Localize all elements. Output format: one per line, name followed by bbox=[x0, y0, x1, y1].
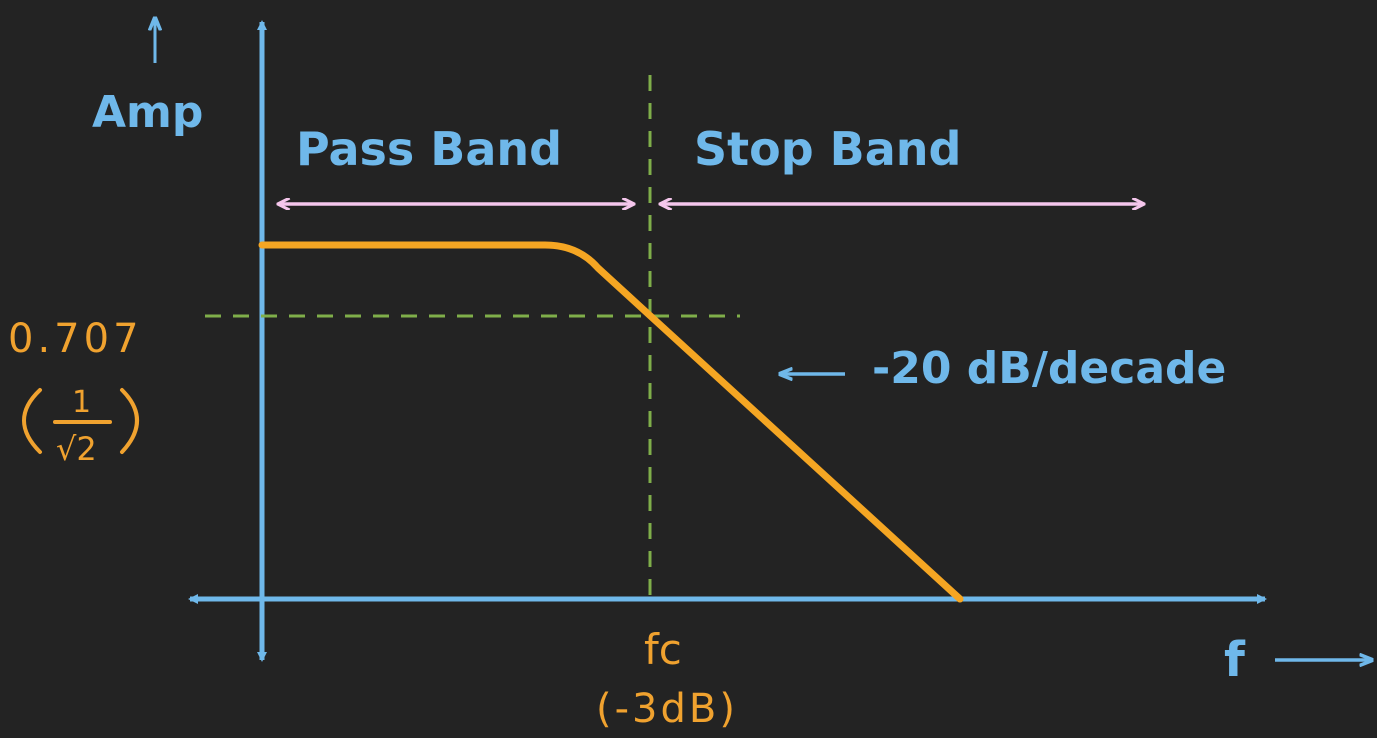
x-axis-label: f bbox=[1224, 632, 1246, 688]
right-paren bbox=[120, 388, 139, 454]
frequency-response-curve bbox=[258, 241, 964, 603]
cutoff-frequency-db-label: (-3dB) bbox=[596, 686, 738, 732]
fraction-denominator: √2 bbox=[56, 430, 97, 468]
left-paren bbox=[22, 388, 42, 454]
fraction-numerator: 1 bbox=[72, 385, 91, 420]
slope-label: -20 dB/decade bbox=[872, 343, 1226, 394]
pass-band-label: Pass Band bbox=[296, 122, 562, 176]
cutoff-level-fraction: 1 √2 bbox=[22, 385, 139, 468]
stop-band-label: Stop Band bbox=[694, 122, 961, 176]
y-axis-label: Amp bbox=[92, 87, 203, 138]
cutoff-level-label: 0.707 bbox=[8, 316, 143, 362]
cutoff-frequency-label: fc bbox=[644, 625, 682, 674]
